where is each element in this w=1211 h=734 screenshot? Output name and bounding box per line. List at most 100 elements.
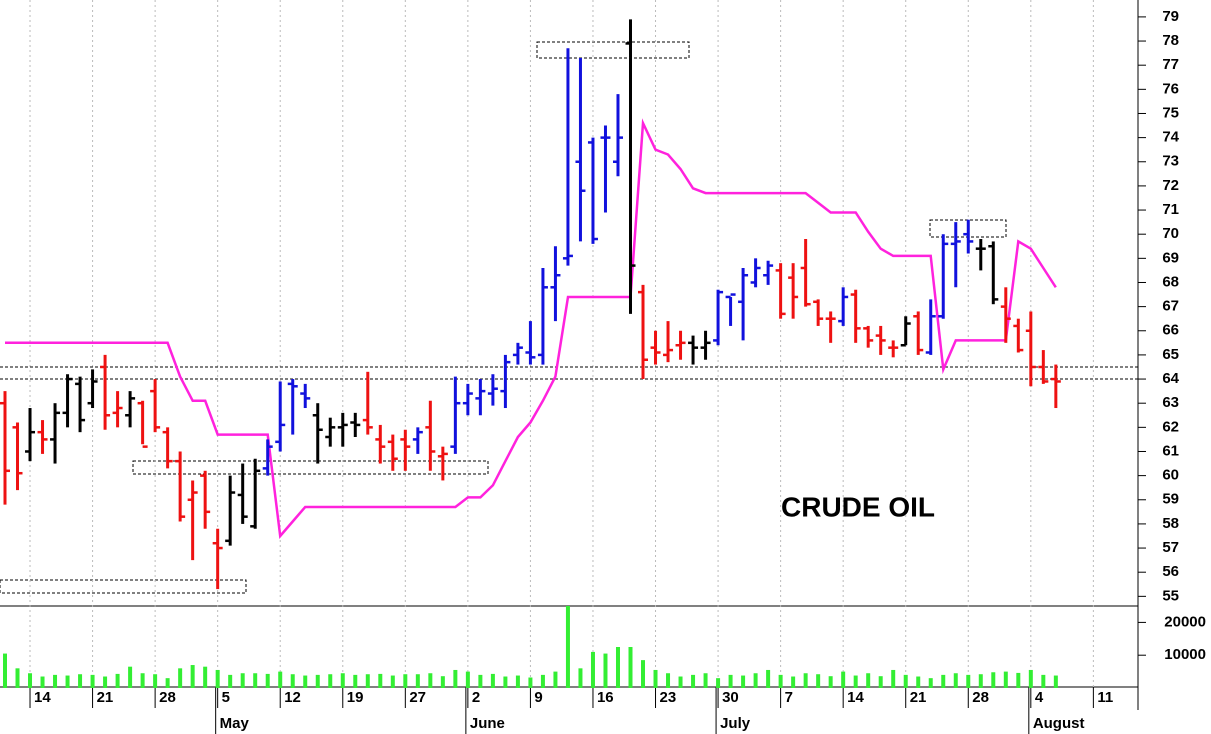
volume-bar xyxy=(691,674,696,688)
volume-bar xyxy=(916,676,921,688)
volume-bar xyxy=(165,678,170,688)
volume-bar xyxy=(866,673,871,688)
x-tick-label: 5 xyxy=(222,689,230,706)
volume-bar xyxy=(428,673,433,688)
volume-bar xyxy=(315,674,320,688)
volume-bar xyxy=(1053,675,1058,688)
highlight-boxes xyxy=(0,41,1007,594)
y-tick-label: 55 xyxy=(1162,587,1179,604)
volume-bar xyxy=(678,676,683,688)
volume-bar xyxy=(403,674,408,688)
y-tick-label: 66 xyxy=(1162,322,1179,339)
volume-bar xyxy=(228,674,233,688)
volume-bar xyxy=(578,668,583,688)
volume-bar xyxy=(741,675,746,688)
volume-bar xyxy=(766,669,771,688)
y-tick-label: 77 xyxy=(1162,56,1179,73)
volume-bar xyxy=(891,669,896,688)
volume-bar xyxy=(928,678,933,688)
volume-bar xyxy=(515,675,520,688)
y-tick-label: 68 xyxy=(1162,273,1179,290)
y-tick-label: 71 xyxy=(1162,201,1179,218)
x-tick-label: 14 xyxy=(34,689,51,706)
x-tick-label: 16 xyxy=(597,689,614,706)
volume-bar xyxy=(653,669,658,688)
x-tick-label: 7 xyxy=(785,689,793,706)
volume-bar xyxy=(978,674,983,688)
volume-bar xyxy=(15,668,20,688)
volume-bar xyxy=(565,606,570,688)
stop-line xyxy=(5,118,1057,539)
y-tick-label: 20000 xyxy=(1164,613,1206,630)
y-tick-label: 76 xyxy=(1162,80,1179,97)
x-tick-label: 30 xyxy=(722,689,739,706)
volume-bar xyxy=(40,676,45,688)
x-tick-label: 11 xyxy=(1097,689,1113,706)
volume-bar xyxy=(140,673,145,688)
volume-bar xyxy=(115,673,120,688)
y-tick-label: 63 xyxy=(1162,394,1179,411)
y-tick-label: 60 xyxy=(1162,467,1179,484)
y-tick-label: 64 xyxy=(1162,370,1179,387)
y-tick-label: 74 xyxy=(1162,129,1179,146)
x-tick-label: 4 xyxy=(1035,689,1044,706)
y-tick-label: 67 xyxy=(1162,298,1179,315)
y-tick-label: 75 xyxy=(1162,104,1179,121)
volume-bar xyxy=(340,673,345,688)
volume-bar xyxy=(791,676,796,688)
x-tick-label: 2 xyxy=(472,689,480,706)
month-label: May xyxy=(220,715,250,732)
volume-bar xyxy=(528,677,533,688)
x-tick-label: 9 xyxy=(534,689,542,706)
y-tick-label: 73 xyxy=(1162,153,1179,170)
y-tick-label: 62 xyxy=(1162,418,1179,435)
x-tick-label: 23 xyxy=(660,689,677,706)
volume-bar xyxy=(90,674,95,688)
volume-bar xyxy=(778,674,783,688)
box xyxy=(132,460,489,475)
volume-bar xyxy=(465,671,470,688)
volume-bar xyxy=(490,673,495,688)
y-tick-label: 10000 xyxy=(1164,646,1206,663)
volume-bar xyxy=(728,674,733,688)
volume-bar xyxy=(478,674,483,688)
volume-bar xyxy=(941,674,946,688)
volume-bar xyxy=(1041,674,1046,688)
volume-bar xyxy=(828,676,833,688)
volume-bar xyxy=(353,674,358,688)
month-label: August xyxy=(1033,715,1085,732)
x-tick-label: 21 xyxy=(910,689,927,706)
x-tick-label: 14 xyxy=(847,689,864,706)
volume-bar xyxy=(390,675,395,688)
volume-bar xyxy=(753,673,758,688)
volume-bar xyxy=(1016,672,1021,688)
volume-bar xyxy=(440,676,445,688)
volume-bar xyxy=(278,671,283,688)
volume-bar xyxy=(365,674,370,688)
annotation: CRUDE OIL xyxy=(781,491,935,522)
volume-bar xyxy=(128,666,133,688)
volume-bar xyxy=(303,675,308,688)
volume-bar xyxy=(553,671,558,688)
volume-bar xyxy=(203,666,208,688)
x-tick-label: 28 xyxy=(159,689,176,706)
volume-bar xyxy=(991,672,996,688)
volume-bar xyxy=(966,674,971,688)
y-tick-label: 61 xyxy=(1162,442,1179,459)
y-tick-label: 59 xyxy=(1162,491,1179,508)
x-tick-label: 21 xyxy=(97,689,114,706)
volume-bar xyxy=(953,673,958,688)
volume-bar xyxy=(178,668,183,688)
volume-bar xyxy=(816,674,821,688)
volume-bar xyxy=(153,674,158,688)
volume-bar xyxy=(53,674,58,688)
volume-bar xyxy=(641,660,646,688)
volume-bar xyxy=(28,673,33,688)
volume-bar xyxy=(415,674,420,688)
volume-bar xyxy=(253,673,258,688)
y-tick-label: 56 xyxy=(1162,563,1179,580)
x-tick-label: 12 xyxy=(284,689,301,706)
volume-bar xyxy=(703,673,708,688)
box xyxy=(536,41,690,59)
y-tick-label: 78 xyxy=(1162,32,1179,49)
